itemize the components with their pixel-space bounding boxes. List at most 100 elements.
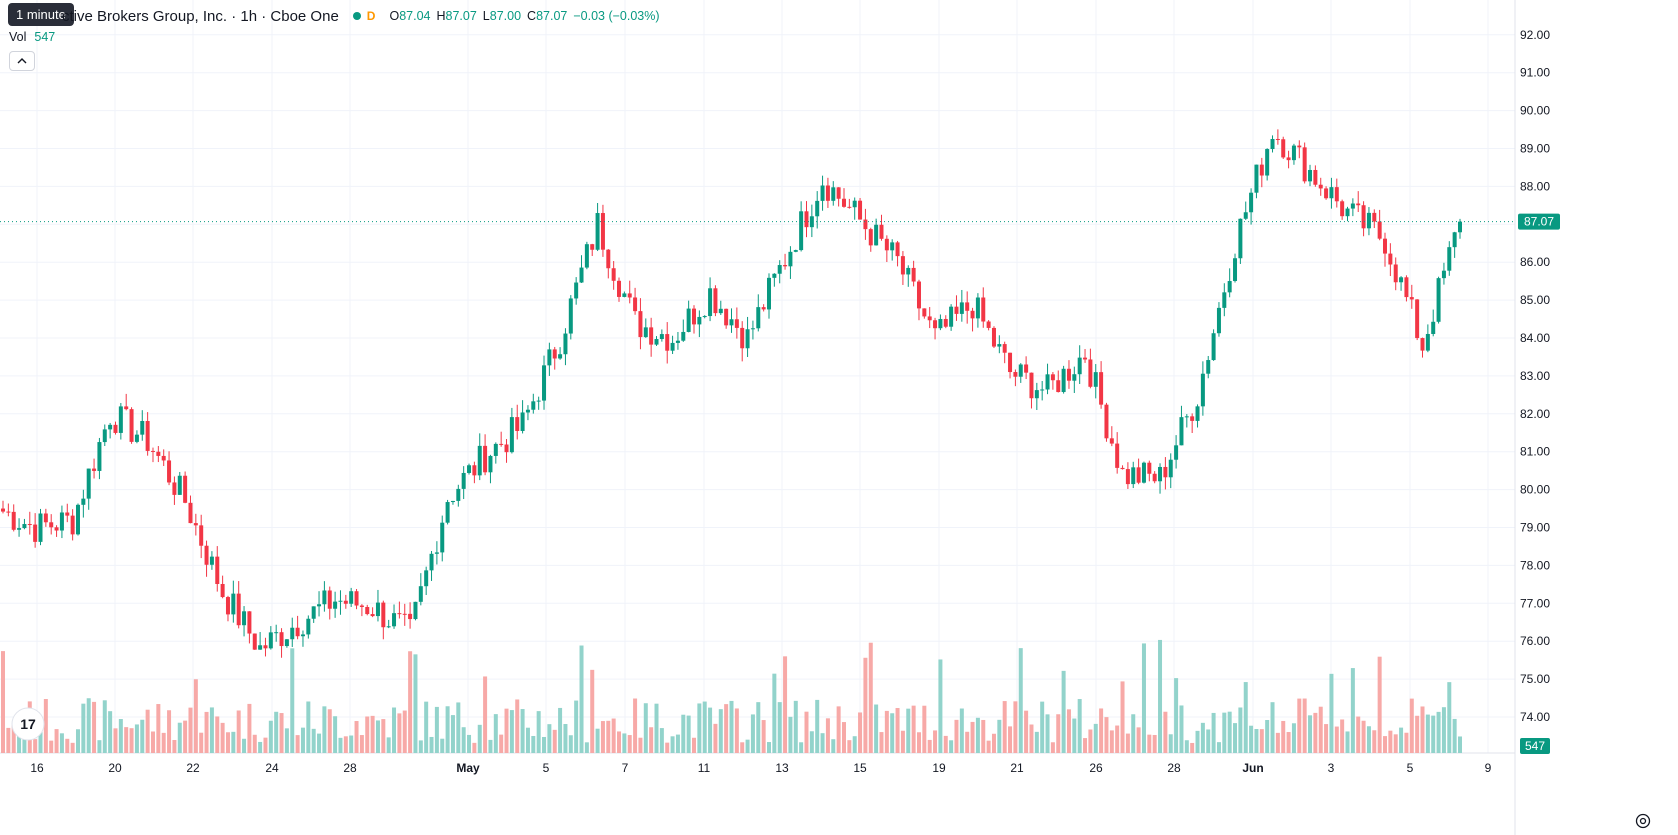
candle-body [1238, 218, 1243, 259]
candle-body [263, 645, 268, 649]
volume-bar [1115, 725, 1120, 753]
candle-body [954, 306, 959, 314]
volume-bar [172, 739, 177, 753]
volume-bar [338, 737, 343, 753]
candle-body [547, 349, 552, 366]
candle-body [574, 282, 579, 299]
candle-body [997, 344, 1002, 347]
volume-bar [140, 719, 145, 753]
candle-body [761, 307, 766, 310]
volume-bar [906, 708, 911, 753]
volume-bar [97, 740, 102, 753]
candle-body [1345, 208, 1350, 217]
volume-bar [1404, 732, 1409, 753]
volume-bar [108, 711, 113, 753]
volume-bar [933, 730, 938, 753]
last-volume-label: 547 [1525, 739, 1545, 753]
candle-body [1318, 184, 1323, 189]
candle-body [681, 331, 686, 341]
symbol-title[interactable]: ctive Brokers Group, Inc. · 1h · Cboe On… [62, 7, 339, 25]
volume-bar [1077, 699, 1082, 753]
volume-bar [1415, 715, 1420, 753]
volume-bar [145, 709, 150, 753]
candle-body [1131, 467, 1136, 485]
candle-body [1431, 321, 1436, 334]
candle-body [467, 465, 472, 473]
candle-body [686, 308, 691, 332]
volume-bar [1093, 723, 1098, 753]
volume-bar [1302, 698, 1307, 753]
candle-body [959, 302, 964, 314]
candle-body [499, 443, 504, 445]
candle-body [531, 401, 536, 410]
volume-bar [274, 711, 279, 753]
volume-bar [1083, 738, 1088, 753]
candle-body [654, 339, 659, 345]
volume-bar [777, 702, 782, 753]
candle-body [927, 316, 932, 321]
candle-body [1179, 417, 1184, 446]
candle-body [1211, 333, 1216, 361]
volume-bar [317, 733, 322, 753]
candle-body [199, 525, 204, 546]
candle-body [793, 250, 798, 252]
candle-body [440, 522, 445, 553]
volume-bar [531, 735, 536, 753]
candle-body [922, 308, 927, 317]
candle-body [1334, 187, 1339, 202]
candle-body [734, 319, 739, 328]
candle-body [986, 321, 991, 328]
candle-body [1109, 438, 1114, 444]
candle-body [916, 281, 921, 309]
gear-icon[interactable] [1634, 812, 1652, 830]
candle-body [933, 320, 938, 329]
candle-body [1125, 469, 1130, 485]
candle-body [1399, 277, 1404, 283]
candle-body [108, 424, 113, 430]
volume-bar [365, 716, 370, 753]
volume-bar [927, 739, 932, 753]
volume-bar [1034, 731, 1039, 753]
time-axis-tick-label: 3 [1328, 761, 1335, 775]
candle-body [815, 200, 820, 217]
volume-bar [900, 730, 905, 753]
volume-bar [33, 739, 38, 753]
candle-body [97, 442, 102, 471]
volume-bar [991, 733, 996, 753]
time-axis-tick-label: 13 [775, 761, 789, 775]
volume-bar [1452, 718, 1457, 753]
volume-bar [397, 713, 402, 753]
candle-body [38, 513, 43, 542]
collapse-legend-button[interactable] [9, 51, 35, 71]
volume-bar [477, 724, 482, 753]
candle-body [488, 455, 493, 473]
volume-bar [461, 727, 466, 753]
volume-bar [161, 732, 166, 753]
volume-bar [150, 731, 155, 753]
volume-bar [884, 710, 889, 753]
volume-bar [611, 718, 616, 753]
volume-bar [675, 734, 680, 753]
candle-body [359, 605, 364, 607]
volume-bar [1050, 742, 1055, 753]
candle-body [456, 488, 461, 501]
volume-bar [386, 737, 391, 753]
volume-bar [563, 724, 568, 753]
volume-bar [1409, 698, 1414, 753]
volume-bar [1088, 729, 1093, 753]
volume-bar [1329, 673, 1334, 753]
candle-body [188, 502, 193, 524]
candle-body [895, 242, 900, 257]
candle-body [322, 590, 327, 605]
candle-body [1324, 188, 1329, 199]
candle-body [809, 216, 814, 228]
volume-bar [643, 703, 648, 753]
candle-body [568, 298, 573, 334]
volume-bar [231, 731, 236, 753]
volume-bar [333, 716, 338, 753]
volume-bar [429, 736, 434, 753]
candle-body [1436, 278, 1441, 322]
candle-body [274, 632, 279, 634]
volume-bar [1254, 729, 1259, 753]
